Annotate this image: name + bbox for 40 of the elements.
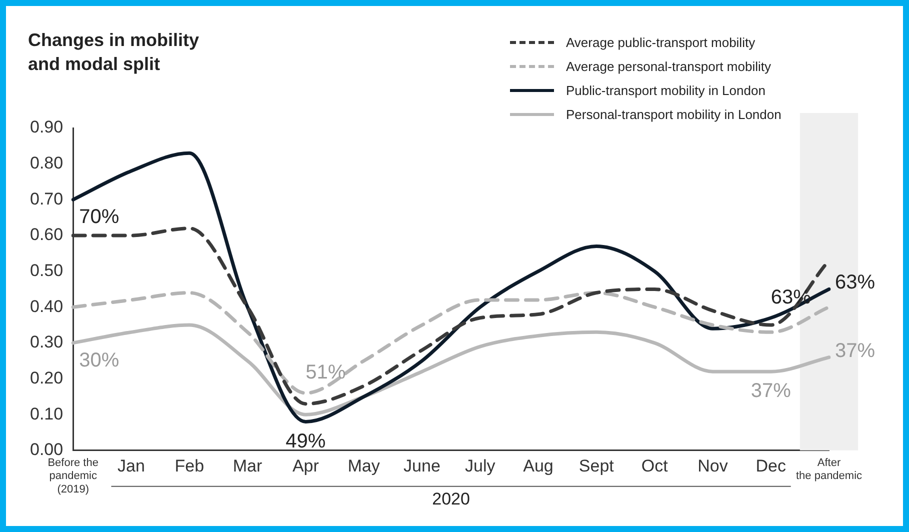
y-tick-label: 0.40	[30, 296, 64, 316]
y-tick-label: 0.60	[30, 225, 64, 244]
annotation: 49%	[286, 430, 326, 452]
annotation: 70%	[79, 206, 120, 228]
x-tick-label: June	[404, 456, 440, 476]
x-tick-label: Nov	[698, 456, 728, 476]
y-tick-label: 0.80	[30, 154, 64, 173]
y-tick-label: 0.50	[30, 260, 64, 280]
y-tick-label: 0.90	[30, 118, 64, 137]
x-tick-label: Before the pandemic (2019)	[48, 457, 98, 496]
annotation: 51%	[306, 362, 346, 384]
x-axis-title: 2020	[432, 490, 470, 509]
annotation: 30%	[79, 349, 120, 372]
x-tick-label: Mar	[232, 456, 263, 476]
y-tick-label: 0.30	[30, 332, 64, 352]
line-series	[71, 323, 831, 416]
annotation: 63%	[770, 286, 812, 308]
y-tick-label: 0.00	[30, 440, 64, 460]
x-tick-label: Feb	[174, 456, 204, 476]
legend-label: Average public-transport mobility	[566, 34, 756, 50]
annotation: 37%	[835, 340, 876, 362]
line-series	[71, 151, 831, 424]
x-tick-label: Jan	[118, 456, 145, 476]
y-tick-label: 0.70	[30, 189, 64, 208]
y-tick-label: 0.10	[30, 404, 64, 424]
x-tick-label: Dec	[756, 456, 786, 476]
x-tick-label: May	[348, 456, 380, 476]
y-tick-label: 0.20	[30, 368, 64, 388]
x-tick-label: Aug	[523, 456, 554, 476]
x-tick-label: July	[465, 456, 496, 476]
legend-label: Average personal-transport mobility	[566, 58, 771, 74]
annotation: 63%	[835, 272, 876, 294]
x-tick-label: Oct	[641, 456, 668, 476]
x-tick-label: Sept	[578, 456, 614, 476]
legend-label: Public-transport mobility in London	[566, 82, 766, 98]
legend-label: Personal-transport mobility in London	[566, 106, 782, 122]
chart-title: Changes in mobility and modal split	[28, 29, 200, 76]
annotation: 37%	[750, 380, 792, 402]
x-tick-label: Apr	[292, 456, 320, 476]
x-tick-label: After the pandemic	[796, 457, 863, 482]
